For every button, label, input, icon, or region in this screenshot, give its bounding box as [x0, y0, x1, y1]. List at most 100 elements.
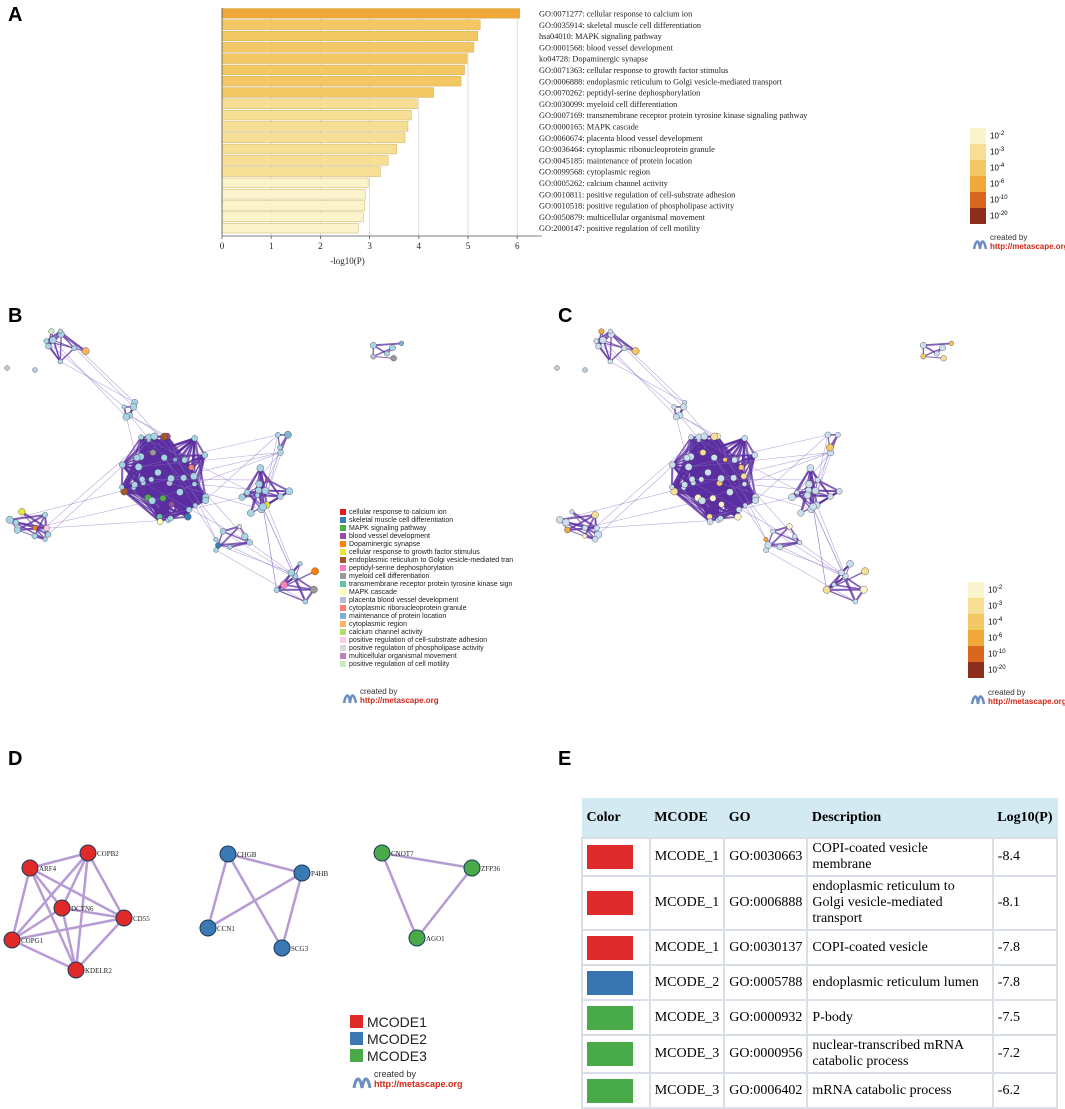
network-node[interactable]	[741, 473, 747, 479]
network-node[interactable]	[151, 433, 158, 440]
network-node[interactable]	[861, 568, 868, 575]
network-node[interactable]	[389, 345, 395, 351]
network-node[interactable]	[33, 526, 38, 531]
network-node[interactable]	[161, 454, 167, 460]
network-node[interactable]	[583, 368, 588, 373]
network-node[interactable]	[949, 341, 954, 346]
network-node[interactable]	[832, 583, 836, 587]
network-node[interactable]	[244, 490, 250, 496]
network-node[interactable]	[689, 476, 695, 482]
network-node[interactable]	[843, 573, 848, 578]
mcode-node[interactable]	[374, 845, 390, 861]
network-node[interactable]	[594, 339, 599, 344]
network-node[interactable]	[743, 503, 748, 508]
mcode-node[interactable]	[274, 940, 290, 956]
network-node[interactable]	[184, 513, 191, 520]
network-node[interactable]	[298, 562, 302, 566]
network-node[interactable]	[804, 492, 811, 499]
mcode-node[interactable]	[68, 962, 84, 978]
network-node[interactable]	[764, 537, 768, 541]
network-node[interactable]	[673, 414, 679, 420]
network-node[interactable]	[371, 354, 376, 359]
network-node[interactable]	[192, 435, 198, 441]
network-node[interactable]	[310, 586, 317, 593]
network-node[interactable]	[237, 524, 241, 528]
network-node[interactable]	[734, 513, 741, 520]
network-node[interactable]	[6, 516, 13, 523]
network-node[interactable]	[303, 599, 308, 604]
network-node[interactable]	[277, 494, 283, 500]
network-node[interactable]	[160, 495, 166, 501]
network-node[interactable]	[161, 433, 168, 440]
network-node[interactable]	[570, 509, 575, 514]
network-node[interactable]	[14, 527, 21, 534]
network-node[interactable]	[132, 482, 138, 488]
network-node[interactable]	[736, 507, 742, 513]
network-node[interactable]	[599, 329, 605, 335]
network-node[interactable]	[847, 560, 854, 567]
network-node[interactable]	[123, 414, 130, 421]
network-node[interactable]	[815, 477, 820, 482]
network-node[interactable]	[180, 475, 186, 481]
network-node[interactable]	[771, 529, 776, 534]
credit-link[interactable]: http://metascape.org	[988, 697, 1065, 706]
network-node[interactable]	[5, 366, 10, 371]
network-node[interactable]	[705, 469, 712, 476]
network-node[interactable]	[241, 533, 248, 540]
network-node[interactable]	[765, 542, 772, 549]
network-node[interactable]	[149, 497, 156, 504]
network-node[interactable]	[825, 432, 831, 438]
network-node[interactable]	[592, 512, 599, 519]
mcode-node[interactable]	[116, 910, 132, 926]
network-node[interactable]	[149, 477, 154, 482]
network-node[interactable]	[391, 355, 397, 361]
network-node[interactable]	[669, 462, 675, 468]
network-node[interactable]	[594, 525, 600, 531]
mcode-node[interactable]	[200, 920, 216, 936]
network-node[interactable]	[632, 347, 639, 354]
network-node[interactable]	[220, 528, 226, 534]
credit-link[interactable]: http://metascape.org	[360, 696, 439, 705]
network-node[interactable]	[239, 494, 246, 501]
network-node[interactable]	[707, 519, 713, 525]
network-node[interactable]	[186, 507, 192, 513]
network-node[interactable]	[122, 405, 126, 409]
mcode-node[interactable]	[80, 845, 96, 861]
network-node[interactable]	[190, 473, 197, 480]
network-node[interactable]	[723, 457, 728, 462]
network-node[interactable]	[214, 548, 219, 553]
network-node[interactable]	[798, 510, 805, 517]
network-node[interactable]	[33, 368, 38, 373]
network-node[interactable]	[608, 329, 613, 334]
mcode-node[interactable]	[294, 865, 310, 881]
network-node[interactable]	[860, 586, 867, 593]
network-node[interactable]	[682, 482, 688, 488]
network-node[interactable]	[214, 537, 219, 542]
mcode-node[interactable]	[22, 860, 38, 876]
network-node[interactable]	[582, 534, 587, 539]
network-node[interactable]	[311, 568, 318, 575]
network-node[interactable]	[555, 366, 560, 371]
network-node[interactable]	[564, 527, 570, 533]
network-node[interactable]	[215, 542, 221, 548]
network-node[interactable]	[399, 341, 404, 346]
network-node[interactable]	[941, 355, 947, 361]
network-node[interactable]	[787, 524, 793, 530]
network-node[interactable]	[777, 544, 783, 550]
network-node[interactable]	[135, 463, 142, 470]
network-node[interactable]	[806, 481, 813, 488]
network-node[interactable]	[173, 457, 178, 462]
network-node[interactable]	[257, 465, 264, 472]
network-node[interactable]	[742, 435, 748, 441]
network-node[interactable]	[669, 485, 674, 490]
network-node[interactable]	[939, 345, 945, 351]
network-node[interactable]	[717, 475, 724, 482]
network-node[interactable]	[169, 501, 175, 507]
network-node[interactable]	[167, 475, 174, 482]
network-node[interactable]	[599, 337, 606, 344]
network-node[interactable]	[256, 481, 263, 488]
network-node[interactable]	[168, 516, 174, 522]
network-node[interactable]	[277, 445, 282, 450]
network-node[interactable]	[595, 343, 601, 349]
network-node[interactable]	[134, 455, 140, 461]
